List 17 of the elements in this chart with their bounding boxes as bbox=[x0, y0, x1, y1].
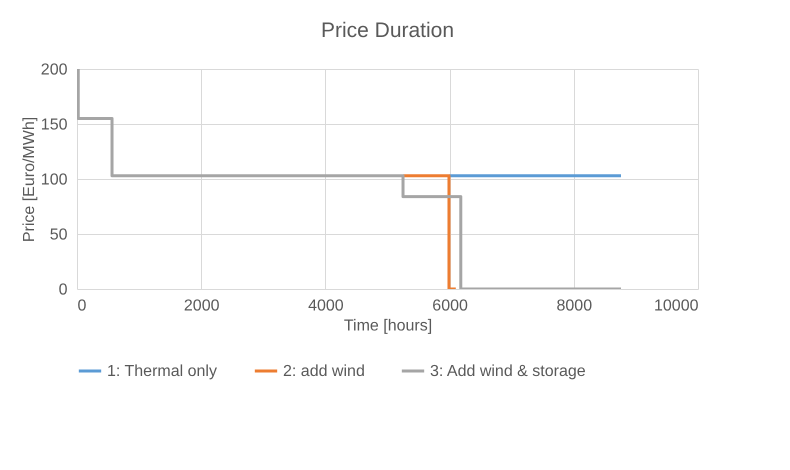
x-tick-label: 0 bbox=[78, 298, 86, 314]
x-tick-label: 6000 bbox=[432, 298, 468, 314]
legend-label: 2: add wind bbox=[283, 363, 365, 380]
x-tick-label: 4000 bbox=[308, 298, 344, 314]
x-axis-title: Time [hours] bbox=[344, 318, 432, 334]
y-tick-label: 0 bbox=[58, 282, 68, 298]
y-axis-title: Price [Euro/MWh] bbox=[20, 116, 38, 242]
chart-title: Price Duration bbox=[320, 19, 454, 42]
y-tick-label: 200 bbox=[40, 62, 68, 78]
x-tick-label: 10000 bbox=[654, 298, 699, 314]
x-tick-label: 8000 bbox=[556, 298, 592, 314]
x-tick-label: 2000 bbox=[184, 298, 220, 314]
legend-label: 1: Thermal only bbox=[107, 363, 217, 380]
legend-label: 3: Add wind & storage bbox=[430, 363, 586, 380]
y-tick-label: 100 bbox=[40, 172, 68, 188]
y-tick-label: 150 bbox=[40, 116, 68, 134]
y-tick-label: 50 bbox=[50, 226, 68, 244]
